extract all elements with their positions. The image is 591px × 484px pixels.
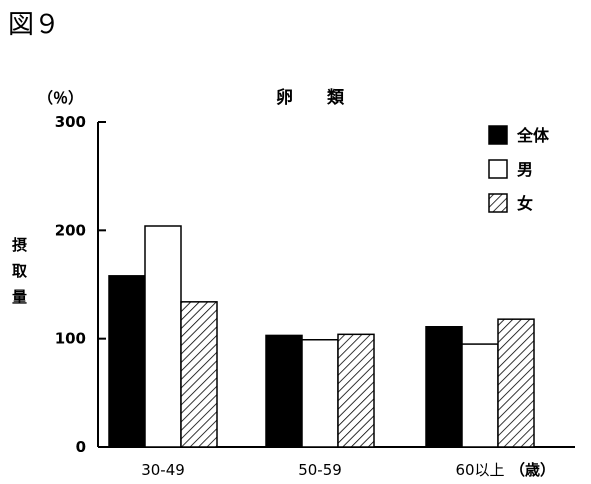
y-axis-label-char: 取: [12, 262, 28, 280]
x-tick-label: 50-59: [298, 461, 342, 479]
y-tick-label: 100: [55, 330, 86, 348]
legend-swatch-女: [488, 193, 508, 213]
bar-全体-30-49: [108, 275, 146, 448]
y-tick-label: 0: [76, 438, 86, 456]
x-axis-unit-label: （歳）: [510, 461, 555, 479]
bar-女-50-59: [337, 333, 375, 448]
bar-男-30-49: [144, 225, 182, 448]
legend-swatch-男: [488, 159, 508, 179]
x-tick-label: 60以上: [455, 461, 504, 479]
legend-label: 男: [517, 160, 533, 179]
y-unit-label: （％）: [38, 89, 83, 107]
x-tick-label: 30-49: [141, 461, 185, 479]
y-tick-label: 300: [55, 113, 86, 131]
bar-男-50-59: [301, 339, 339, 448]
bar-全体-60以上: [425, 326, 463, 448]
legend-label: 女: [517, 194, 533, 213]
bar-女-30-49: [180, 301, 218, 448]
bar-男-60以上: [461, 343, 499, 448]
y-tick-label: 200: [55, 221, 86, 239]
y-axis-label-char: 量: [12, 288, 27, 306]
bar-女-60以上: [497, 318, 535, 448]
bar-全体-50-59: [265, 334, 303, 448]
legend-swatch-全体: [488, 125, 508, 145]
bars: [108, 225, 535, 448]
labels: 0 100 200 300 （％） 摂取量 卵 類 30-49 50-59 60以上 （歳）: [12, 87, 555, 479]
legend-label: 全体: [516, 126, 550, 145]
figure-label: 図９: [8, 10, 61, 40]
chart-title: 卵 類: [276, 87, 345, 108]
y-axis-label-char: 摂: [12, 236, 27, 254]
